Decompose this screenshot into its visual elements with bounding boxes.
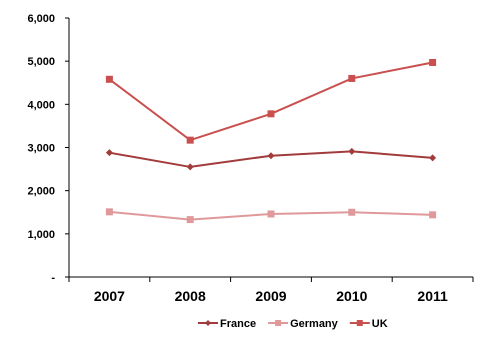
x-axis-ticks: 2007 2008 2009 2010 2011 <box>68 277 474 304</box>
series-uk <box>105 58 437 144</box>
legend-item-france: France <box>198 318 256 330</box>
data-point-germany <box>105 208 113 216</box>
legend-marker-uk <box>356 320 363 326</box>
series-france <box>105 147 437 171</box>
data-point-germany <box>429 211 437 219</box>
legend-label-germany: Germany <box>290 318 339 330</box>
legend-marker-germany <box>275 320 282 326</box>
y-tick-label: 1,000 <box>27 229 55 241</box>
data-point-germany <box>348 208 356 216</box>
series-line-uk <box>108 61 433 142</box>
data-point-uk <box>429 58 437 66</box>
data-point-germany <box>267 210 275 218</box>
data-point-uk <box>348 74 356 82</box>
x-tick-label: 2007 <box>94 288 125 304</box>
data-point-france <box>429 154 437 162</box>
y-tick-label: 5,000 <box>27 56 55 68</box>
y-tick-label: 4,000 <box>27 99 55 111</box>
series-germany <box>105 208 437 224</box>
data-point-france <box>105 149 113 157</box>
data-point-germany <box>186 216 194 224</box>
y-tick-label: 2,000 <box>27 186 55 198</box>
data-point-uk <box>267 110 275 118</box>
y-tick-label: 3,000 <box>27 143 55 155</box>
data-point-france <box>267 152 275 160</box>
legend-item-germany: Germany <box>268 318 339 330</box>
axes <box>68 18 473 278</box>
y-tick-label: 6,000 <box>27 13 55 25</box>
y-axis-ticks: - 1,000 2,000 3,000 4,000 5,000 6,000 <box>27 13 69 284</box>
x-tick-label: 2010 <box>336 288 367 304</box>
legend-marker-france <box>205 320 211 326</box>
series-group <box>105 58 437 224</box>
legend-label-uk: UK <box>372 318 388 330</box>
x-tick-label: 2008 <box>175 288 206 304</box>
data-point-france <box>348 147 356 155</box>
legend: France Germany UK <box>198 318 388 330</box>
data-point-uk <box>105 75 113 83</box>
y-tick-label: - <box>51 272 55 284</box>
legend-item-uk: UK <box>349 318 388 330</box>
data-point-france <box>186 163 194 171</box>
legend-label-france: France <box>220 318 256 330</box>
x-tick-label: 2011 <box>417 288 448 304</box>
data-point-uk <box>186 136 194 144</box>
x-tick-label: 2009 <box>255 288 286 304</box>
